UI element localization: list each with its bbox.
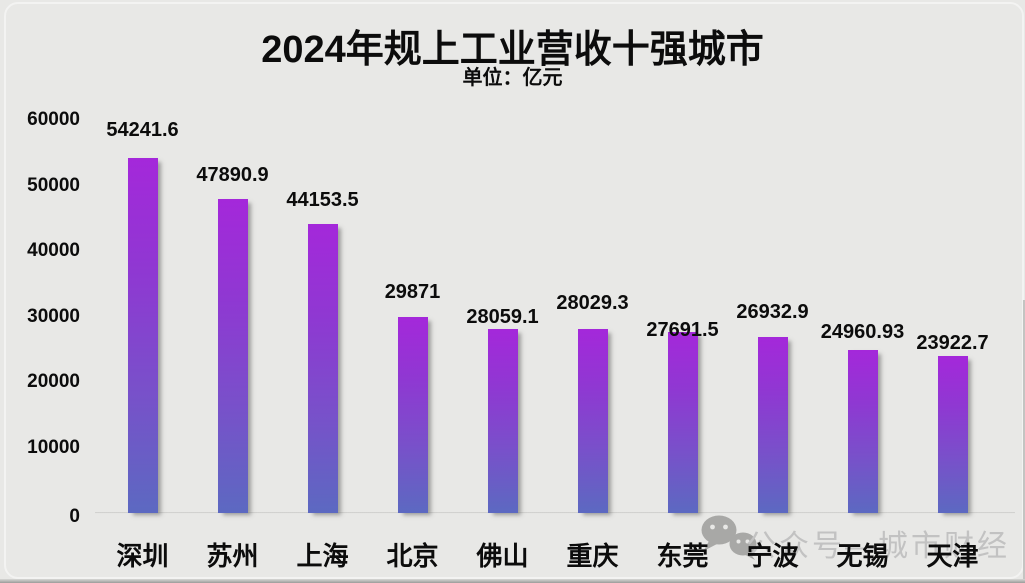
bar bbox=[397, 317, 428, 513]
bar-value-label: 27691.5 bbox=[646, 319, 719, 341]
x-axis-label: 深圳 bbox=[116, 541, 169, 571]
x-axis-line bbox=[95, 512, 1015, 514]
bar-value-label: 26932.9 bbox=[736, 301, 809, 323]
y-axis-tick-label: 10000 bbox=[27, 436, 80, 458]
x-axis-label: 北京 bbox=[386, 541, 439, 571]
y-axis-tick-label: 30000 bbox=[27, 305, 80, 327]
bar bbox=[577, 329, 608, 513]
x-axis-label: 天津 bbox=[926, 541, 979, 571]
bar-value-label: 47890.9 bbox=[196, 164, 269, 186]
bar-value-label: 29871 bbox=[384, 281, 441, 303]
y-axis-tick-label: 60000 bbox=[27, 109, 80, 130]
bar bbox=[307, 224, 338, 513]
bar-value-label: 23922.7 bbox=[916, 332, 989, 354]
bar bbox=[127, 158, 158, 513]
bar-value-label: 28059.1 bbox=[466, 306, 539, 328]
bar bbox=[757, 337, 788, 513]
bar bbox=[937, 356, 968, 513]
bar-value-label: 28029.3 bbox=[556, 292, 629, 314]
x-axis-label: 东莞 bbox=[656, 541, 709, 571]
x-axis-label: 重庆 bbox=[566, 541, 619, 571]
x-axis-label: 宁波 bbox=[746, 541, 799, 571]
chart-subtitle: 单位：亿元 bbox=[462, 67, 563, 89]
y-axis-tick-label: 20000 bbox=[27, 371, 80, 392]
bar bbox=[217, 199, 248, 513]
bar bbox=[667, 332, 698, 513]
window-bottom-edge bbox=[0, 579, 1025, 583]
x-axis-label: 佛山 bbox=[476, 541, 529, 571]
window-right-edge bbox=[1023, 300, 1025, 579]
bar-value-label: 44153.5 bbox=[286, 189, 359, 211]
y-axis-tick-label: 50000 bbox=[27, 174, 80, 196]
y-axis-tick-label: 40000 bbox=[27, 240, 80, 261]
bar-value-label: 24960.93 bbox=[820, 321, 905, 343]
x-axis-label: 苏州 bbox=[206, 541, 259, 571]
y-axis-tick-label: 0 bbox=[69, 506, 80, 527]
x-axis-label: 上海 bbox=[296, 541, 349, 571]
x-axis-label: 无锡 bbox=[836, 541, 889, 571]
chart-title: 2024年规上工业营收十强城市 bbox=[261, 29, 764, 71]
bar-value-label: 54241.6 bbox=[106, 119, 179, 141]
bar bbox=[487, 329, 518, 513]
bar bbox=[847, 350, 878, 513]
